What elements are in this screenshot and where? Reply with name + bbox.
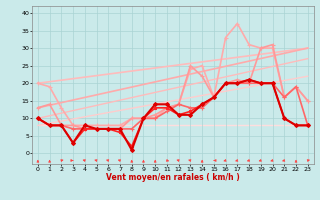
X-axis label: Vent moyen/en rafales ( km/h ): Vent moyen/en rafales ( km/h ) (106, 173, 240, 182)
